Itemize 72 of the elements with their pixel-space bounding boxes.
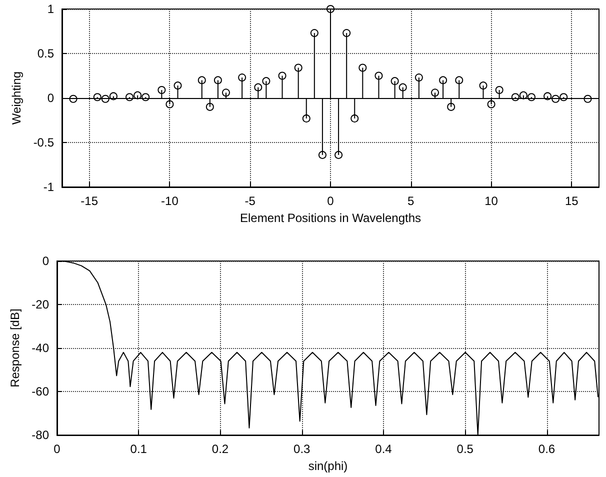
y-tick-label: 0 — [47, 91, 54, 105]
point — [326, 5, 334, 13]
point — [254, 83, 262, 92]
y-axis-title: Weighting — [9, 71, 24, 125]
point — [101, 94, 110, 103]
point — [511, 93, 520, 102]
x-axis-title: Element Positions in Wavelengths — [240, 210, 421, 225]
point — [552, 94, 560, 103]
x-tick-label: 15 — [564, 194, 579, 208]
x-tick-label: 0.6 — [538, 442, 556, 456]
point — [69, 94, 78, 103]
point — [206, 102, 214, 111]
point — [142, 93, 150, 102]
point — [166, 100, 174, 108]
point — [560, 93, 568, 102]
x-tick-label: 0.5 — [456, 442, 474, 456]
x-tick-label: 0.2 — [212, 442, 229, 456]
point — [310, 29, 318, 38]
x-tick-label: -5 — [244, 194, 256, 208]
point — [431, 88, 440, 97]
point — [414, 74, 423, 82]
point — [374, 72, 383, 80]
point — [495, 86, 504, 94]
point — [214, 76, 222, 84]
point — [302, 114, 310, 122]
y-tick-label: -40 — [32, 341, 50, 356]
point — [479, 82, 488, 90]
point — [334, 150, 343, 159]
y-tick-label: -60 — [32, 384, 50, 399]
y-tick-label: 1 — [47, 2, 54, 16]
point — [174, 82, 182, 90]
x-axis-title: sin(phi) — [308, 459, 348, 473]
x-tick-label: -15 — [80, 194, 98, 208]
y-tick-label: -0.5 — [33, 136, 54, 150]
point — [358, 64, 367, 72]
point — [584, 94, 592, 103]
y-tick-label: -80 — [32, 428, 50, 442]
y-axis-title: Response [dB] — [8, 308, 22, 388]
point — [294, 64, 302, 72]
point — [487, 100, 496, 108]
point — [93, 93, 102, 102]
x-tick-label: 0.1 — [130, 442, 148, 456]
point — [198, 76, 206, 84]
point — [390, 77, 399, 86]
point — [439, 76, 448, 84]
point — [544, 92, 552, 100]
point — [278, 72, 286, 80]
y-tick-label: 0 — [42, 254, 50, 268]
point — [527, 93, 536, 102]
y-tick-label: 0.5 — [37, 46, 54, 60]
x-tick-label: 0.4 — [375, 442, 392, 456]
point — [350, 114, 359, 122]
point — [109, 92, 118, 100]
point — [126, 93, 134, 102]
x-tick-label: -10 — [161, 194, 179, 208]
x-tick-label: 0 — [327, 194, 334, 208]
point — [134, 91, 142, 100]
y-tick-label: -20 — [32, 298, 50, 312]
x-tick-label: 10 — [484, 194, 498, 208]
point — [447, 102, 456, 111]
point — [455, 76, 464, 84]
point — [342, 29, 351, 38]
x-tick-label: 0.3 — [294, 442, 311, 456]
point — [519, 91, 528, 100]
point — [238, 74, 246, 82]
point — [262, 77, 270, 86]
point — [398, 83, 407, 92]
point — [158, 86, 166, 94]
point — [318, 150, 326, 159]
y-tick-label: -1 — [43, 180, 54, 194]
x-tick-label: 5 — [408, 194, 415, 208]
point — [222, 88, 230, 97]
